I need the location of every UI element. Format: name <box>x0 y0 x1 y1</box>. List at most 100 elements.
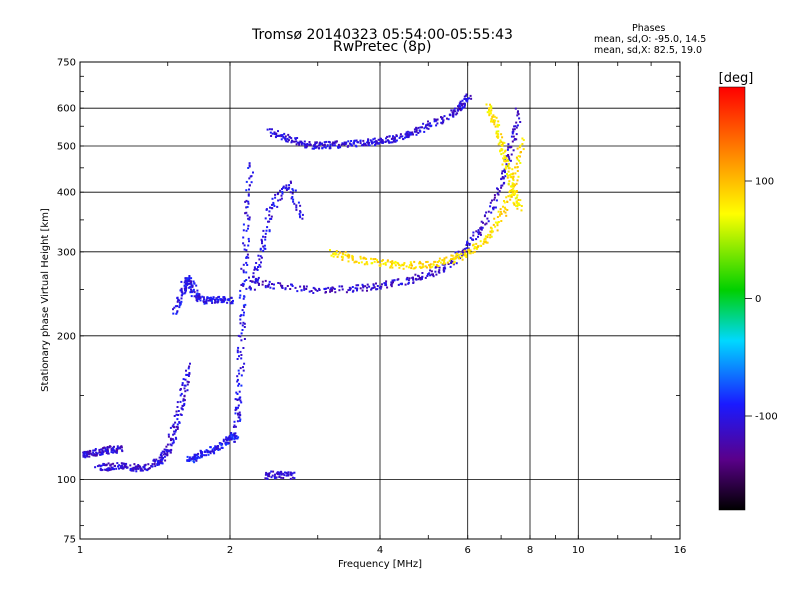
data-point <box>294 286 297 289</box>
data-point <box>86 453 89 455</box>
data-point <box>433 118 436 121</box>
data-point <box>159 454 162 457</box>
data-point <box>132 466 135 469</box>
data-point <box>321 147 324 150</box>
data-point <box>109 464 112 467</box>
data-point <box>135 467 138 470</box>
data-point <box>484 223 487 226</box>
data-point <box>268 230 271 233</box>
data-point <box>454 255 457 258</box>
data-point <box>517 198 520 201</box>
data-point <box>166 443 169 446</box>
data-point <box>239 315 242 318</box>
data-point <box>277 199 280 202</box>
data-point <box>381 139 383 141</box>
data-point <box>301 213 304 216</box>
data-point <box>184 291 187 294</box>
data-point <box>390 283 393 286</box>
data-point <box>357 284 360 287</box>
data-point <box>181 384 184 386</box>
data-point <box>497 143 500 146</box>
data-point <box>107 467 110 470</box>
data-point <box>406 134 408 137</box>
data-point <box>240 267 243 270</box>
data-point <box>293 477 296 480</box>
data-point <box>188 456 191 459</box>
data-point <box>105 449 107 451</box>
data-point <box>291 188 294 191</box>
data-point <box>256 269 259 271</box>
data-point <box>301 217 304 220</box>
data-point <box>268 220 271 223</box>
data-point <box>382 262 385 265</box>
data-point <box>469 236 472 239</box>
data-point <box>167 435 170 438</box>
data-point <box>426 273 429 276</box>
data-point <box>418 265 421 268</box>
data-point <box>353 141 356 144</box>
data-point <box>516 147 519 150</box>
data-point <box>237 334 240 337</box>
data-point <box>472 243 475 246</box>
data-point <box>240 384 243 387</box>
data-point <box>243 295 246 298</box>
data-point <box>448 113 451 116</box>
x-tick-label: 6 <box>465 545 471 556</box>
data-point <box>443 258 446 261</box>
data-point <box>333 252 336 255</box>
data-point <box>287 187 290 190</box>
data-point <box>234 425 237 428</box>
data-point <box>172 433 175 436</box>
y-tick-label: 500 <box>57 142 76 153</box>
data-point <box>372 284 375 287</box>
data-point <box>496 216 499 218</box>
data-point <box>490 105 493 108</box>
data-point <box>463 95 466 98</box>
data-point <box>238 382 241 385</box>
data-point <box>273 205 276 207</box>
data-point <box>503 206 506 209</box>
data-point <box>164 448 167 451</box>
data-point <box>460 108 463 111</box>
data-point <box>193 282 196 285</box>
data-point <box>186 280 189 283</box>
data-point <box>93 453 96 456</box>
data-point <box>506 176 509 179</box>
data-point <box>315 142 318 145</box>
data-point <box>402 267 405 270</box>
data-point <box>372 138 375 141</box>
data-point <box>463 249 466 252</box>
phases-mean-o: mean, sd,O: -95.0, 14.5 <box>594 34 707 45</box>
data-point <box>419 126 422 129</box>
data-point <box>159 459 162 462</box>
data-point <box>503 210 506 213</box>
data-point <box>341 143 344 145</box>
data-point <box>500 153 503 156</box>
data-point <box>512 175 515 178</box>
data-point <box>228 298 231 301</box>
data-point <box>169 426 172 429</box>
data-point <box>435 119 438 122</box>
data-point <box>106 446 109 448</box>
data-point <box>340 285 343 288</box>
data-point <box>412 267 415 270</box>
data-point <box>121 449 123 452</box>
data-point <box>291 472 294 475</box>
data-point <box>293 471 296 474</box>
data-point <box>175 413 178 416</box>
data-point <box>334 140 337 143</box>
data-point <box>285 186 288 189</box>
data-point <box>376 259 378 262</box>
data-point <box>364 285 367 288</box>
data-point <box>175 437 178 440</box>
data-point <box>355 139 358 142</box>
data-point <box>469 249 472 252</box>
data-point <box>395 134 398 137</box>
data-point <box>477 235 479 238</box>
data-point <box>172 312 175 315</box>
data-point <box>167 450 170 453</box>
data-point <box>291 476 294 479</box>
data-point <box>191 457 194 460</box>
data-point <box>88 455 91 458</box>
data-point <box>457 109 459 111</box>
